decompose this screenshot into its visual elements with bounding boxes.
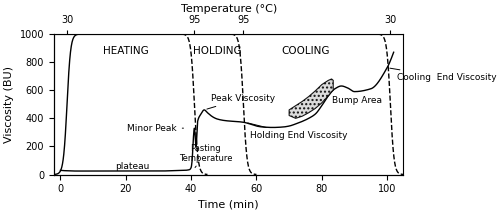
Text: COOLING: COOLING (281, 46, 330, 56)
X-axis label: Time (min): Time (min) (198, 200, 259, 210)
Y-axis label: Viscosity (BU): Viscosity (BU) (4, 66, 14, 143)
Text: Holding End Viscosity: Holding End Viscosity (248, 123, 348, 140)
X-axis label: Temperature (°C): Temperature (°C) (180, 4, 277, 14)
Text: Peak Viscosity: Peak Viscosity (207, 94, 275, 109)
Text: Minor Peak: Minor Peak (127, 124, 184, 133)
Text: Bump Area: Bump Area (332, 95, 382, 105)
Text: Cooling  End Viscosity: Cooling End Viscosity (390, 68, 496, 82)
Text: HEATING: HEATING (103, 46, 148, 56)
Text: Pasting
Temperature: Pasting Temperature (179, 144, 233, 168)
Text: HOLDING: HOLDING (193, 46, 242, 56)
Polygon shape (289, 79, 333, 118)
Text: plateau: plateau (115, 162, 150, 171)
